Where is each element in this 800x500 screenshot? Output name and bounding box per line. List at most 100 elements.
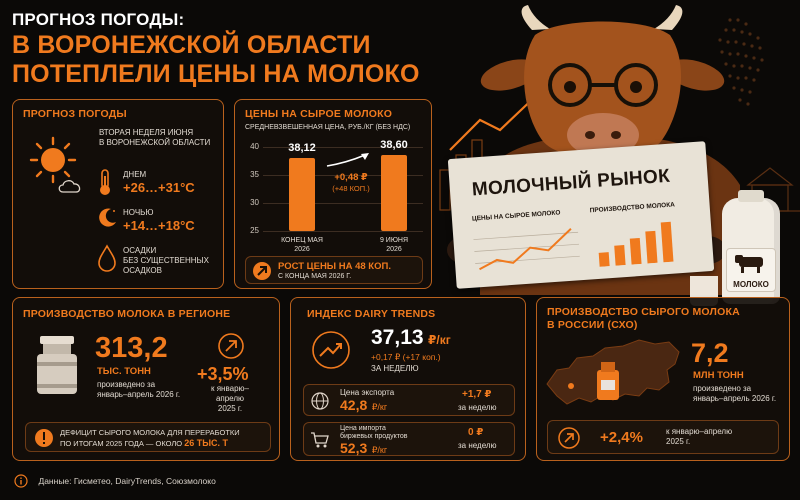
y-tick-label: 40: [250, 142, 259, 151]
day-label: ДНЕМ: [123, 170, 147, 179]
newspaper-line-chart: [473, 228, 580, 271]
newspaper-bar-chart: [598, 221, 674, 267]
dairy-index-value-row: 37,13 ₽/кг: [371, 326, 451, 350]
regional-production-desc: произведено за январь–апрель 2026 г.: [97, 380, 181, 399]
price-change: +0,48 ₽ (+48 КОП.): [323, 172, 379, 194]
price-bar-june-9: [381, 154, 407, 231]
y-tick-label: 25: [250, 226, 259, 235]
price-growth-banner: РОСТ ЦЕНЫ НА 48 КОП. С КОНЦА МАЯ 2026 Г.: [245, 256, 423, 284]
footer: Данные: Гисметео, DairyTrends, Союзмолок…: [14, 472, 216, 490]
weather-card-title: ПРОГНОЗ ПОГОДЫ: [23, 108, 127, 120]
dairy-index-value: 37,13: [371, 326, 424, 349]
import-value-row: 52,3 ₽/кг: [340, 440, 387, 458]
deficit-value: 26 ТЫС. Т: [184, 438, 229, 448]
dairy-index-period: ЗА НЕДЕЛЮ: [371, 364, 419, 373]
night-label: НОЧЬЮ: [123, 208, 154, 217]
y-tick-label: 35: [250, 170, 259, 179]
export-price-row: Цена экспорта 42,8 ₽/кг +1,7 ₽ за неделю: [303, 384, 515, 416]
russia-production-title: ПРОИЗВОДСТВО СЫРОГО МОЛОКА В РОССИИ (СХО…: [547, 306, 740, 331]
y-tick-label: 30: [250, 198, 259, 207]
globe-icon: [311, 392, 329, 410]
prices-card: ЦЕНЫ НА СЫРОЕ МОЛОКО СРЕДНЕВЗВЕШЕННАЯ ЦЕ…: [234, 99, 432, 289]
newspaper-masthead: МОЛОЧНЫЙ РЫНОК: [471, 165, 671, 201]
newspaper-left-column-heading: ЦЕНЫ НА СЫРОЕ МОЛОКО: [471, 209, 561, 223]
prices-subtitle: СРЕДНЕВЗВЕШЕННАЯ ЦЕНА, РУБ./КГ (БЕЗ НДС): [245, 124, 411, 131]
banner-sub: С КОНЦА МАЯ 2026 Г.: [278, 273, 352, 280]
night-temperature: +14…+18°C: [123, 218, 195, 233]
export-change: +1,7 ₽: [462, 389, 492, 400]
price-chart: 40 35 30 25 38,12 38,60 КОНЕЦ МАЯ 2026 9…: [235, 100, 433, 260]
grid-line: [263, 175, 423, 176]
regional-growth-desc: к январю–апрелю 2025 г.: [211, 384, 249, 413]
price-change-value: +0,48 ₽: [334, 172, 368, 183]
info-icon: [14, 474, 28, 488]
regional-production-card: ПРОИЗВОДСТВО МОЛОКА В РЕГИОНЕ 313,2 ТЫС.…: [12, 297, 280, 461]
footer-source: Данные: Гисметео, DairyTrends, Союзмолок…: [38, 475, 216, 486]
import-period: за неделю: [458, 441, 497, 450]
bar-value-label: 38,12: [288, 141, 316, 154]
growth-arrow-icon: [558, 427, 580, 449]
cloud-icon: [58, 180, 81, 193]
russia-growth-desc: к январю–апрелю 2025 г.: [666, 427, 733, 446]
bottle-label-text: МОЛОКО: [733, 280, 769, 289]
prices-card-title: ЦЕНЫ НА СЫРОЕ МОЛОКО: [245, 108, 393, 120]
headline-line-2: ПОТЕПЛЕЛИ ЦЕНЫ НА МОЛОКО: [12, 60, 420, 88]
grid-line: [263, 147, 423, 148]
export-value-row: 42,8 ₽/кг: [340, 397, 387, 415]
shopping-cart-icon: [311, 432, 329, 448]
x-tick-label: 9 ИЮНЯ 2026: [379, 237, 409, 253]
headline: В ВОРОНЕЖСКОЙ ОБЛАСТИ ПОТЕПЛЕЛИ ЦЕНЫ НА …: [12, 31, 492, 89]
price-change-kopecks: (+48 КОП.): [332, 184, 370, 193]
thermometer-icon: [100, 169, 110, 195]
russia-growth-value: +2,4%: [600, 429, 643, 446]
import-unit: ₽/кг: [371, 445, 388, 455]
import-change: 0 ₽: [468, 427, 484, 438]
dairy-index-change: +0,17 ₽ (+17 коп.): [371, 352, 441, 362]
import-price-row: Цена импорта биржевых продуктов 52,3 ₽/к…: [303, 422, 515, 456]
import-label: Цена импорта биржевых продуктов: [340, 425, 408, 440]
banner-main: РОСТ ЦЕНЫ НА 48 КОП.: [278, 261, 391, 272]
precipitation-text: ОСАДКИ БЕЗ СУЩЕСТВЕННЫХ ОСАДКОВ: [123, 246, 209, 275]
warning-icon: [35, 429, 53, 447]
weather-card: ПРОГНОЗ ПОГОДЫ ВТОРАЯ НЕДЕЛЯ ИЮНЯ В ВОРО…: [12, 99, 224, 289]
bar-value-label: 38,60: [380, 138, 408, 151]
sun-icon: [29, 136, 77, 184]
dairy-trends-card: ИНДЕКС DAIRY TRENDS 37,13 ₽/кг +0,17 ₽ (…: [290, 297, 526, 461]
rising-trend-decor: [449, 91, 541, 151]
deficit-text: ДЕФИЦИТ СЫРОГО МОЛОКА ДЛЯ ПЕРЕРАБОТКИ ПО…: [60, 428, 240, 448]
price-growth-arrow-icon: [326, 153, 369, 167]
header-kicker: ПРОГНОЗ ПОГОДЫ:: [12, 10, 185, 29]
background-decor: [439, 18, 800, 212]
newspaper-right-column-heading: ПРОИЗВОДСТВО МОЛОКА: [589, 201, 676, 215]
growth-arrow-icon: [218, 333, 244, 359]
dairy-trends-title: ИНДЕКС DAIRY TRENDS: [307, 308, 436, 320]
milk-can-icon: [37, 336, 77, 394]
trend-up-icon: [312, 331, 350, 369]
price-bar-end-may: [289, 157, 315, 231]
russia-production-card: ПРОИЗВОДСТВО СЫРОГО МОЛОКА В РОССИИ (СХО…: [536, 297, 790, 461]
regional-production-title: ПРОИЗВОДСТВО МОЛОКА В РЕГИОНЕ: [23, 308, 231, 320]
x-tick-label: КОНЕЦ МАЯ 2026: [281, 237, 323, 253]
bottle-label: МОЛОКО: [726, 248, 776, 292]
regional-production-unit: ТЫС. ТОНН: [97, 366, 151, 377]
regional-production-value: 313,2: [95, 332, 168, 364]
arrow-up-right-icon: [253, 262, 271, 280]
russia-production-value: 7,2: [691, 338, 729, 368]
export-label: Цена экспорта: [340, 388, 395, 397]
dotted-map-decor: [718, 18, 764, 106]
milk-jar-icon: [597, 362, 619, 400]
raindrop-icon: [98, 244, 116, 272]
export-unit: ₽/кг: [371, 402, 388, 412]
day-temperature: +26…+31°C: [123, 180, 195, 195]
import-value: 52,3: [340, 440, 368, 456]
russia-production-unit: МЛН ТОНН: [693, 370, 744, 381]
milk-bottle: МОЛОКО: [722, 190, 780, 304]
dairy-index-unit: ₽/кг: [428, 333, 451, 347]
newspaper: МОЛОЧНЫЙ РЫНОК ЦЕНЫ НА СЫРОЕ МОЛОКО ПРОИ…: [447, 141, 715, 289]
deficit-notice: ДЕФИЦИТ СЫРОГО МОЛОКА ДЛЯ ПЕРЕРАБОТКИ ПО…: [25, 422, 271, 452]
grid-line: [263, 203, 423, 204]
headline-line-1: В ВОРОНЕЖСКОЙ ОБЛАСТИ: [12, 31, 371, 59]
russia-growth-banner: +2,4% к январю–апрелю 2025 г.: [547, 420, 779, 454]
regional-growth-value: +3,5%: [197, 364, 249, 384]
moon-icon: [99, 208, 116, 227]
